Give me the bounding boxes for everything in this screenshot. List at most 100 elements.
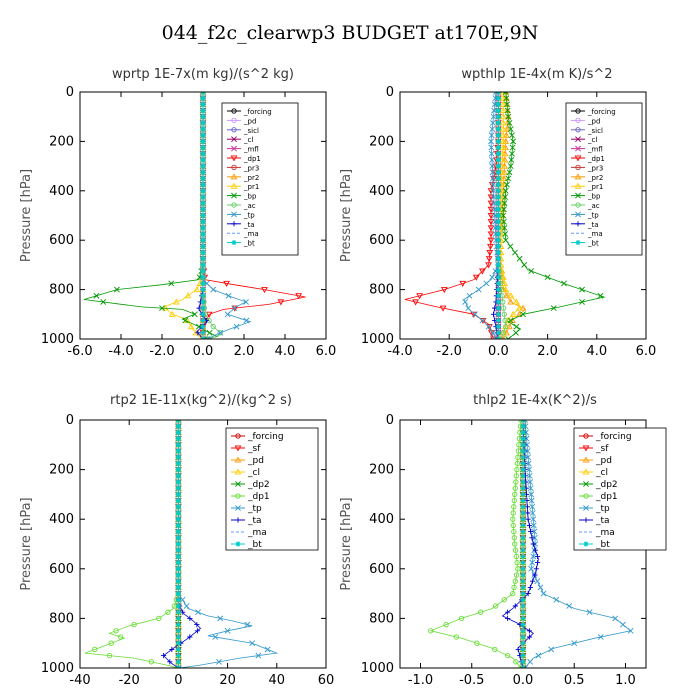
chart-panel-3: rtp2 1E-11x(kg^2)/(kg^2 s) Pressure [hPa]… — [19, 393, 334, 688]
series-point-bt — [200, 151, 206, 157]
series-point-tp — [612, 615, 619, 622]
series-point-dp1 — [108, 640, 114, 646]
series-point-bp — [512, 249, 518, 256]
series-point-bt — [200, 268, 206, 274]
series-point-bt — [175, 572, 181, 578]
series-point-bp — [507, 163, 514, 170]
series-point-tp — [465, 305, 472, 312]
series-point-bt — [520, 634, 526, 640]
series-point-ta — [535, 560, 541, 566]
legend-marker — [583, 517, 589, 523]
series-point-bt — [175, 429, 181, 435]
series-point-tp — [212, 634, 219, 640]
series-point-pr1 — [499, 100, 507, 107]
x-tick-label: 40 — [269, 673, 286, 688]
series-point-dp1 — [492, 646, 498, 653]
series-line-dp1 — [84, 420, 179, 668]
series-point-dp1 — [512, 578, 518, 584]
series-point-bt — [200, 206, 206, 212]
series-point-tp — [462, 299, 469, 305]
series-point-bt — [495, 101, 501, 107]
legend-marker — [234, 445, 242, 452]
legend-label: _tp — [595, 504, 610, 514]
series-point-bp — [528, 268, 535, 274]
series-point-bt — [520, 622, 526, 628]
series-point-tp — [488, 144, 495, 151]
series-point-bp — [502, 237, 509, 244]
y-axis-label: Pressure [hPa] — [19, 169, 34, 262]
series-point-bp — [507, 126, 514, 132]
series-point-bt — [175, 473, 181, 479]
series-point-bt — [495, 219, 501, 225]
legend-label: _cl — [595, 468, 608, 478]
panel-title: rtp2 1E-11x(kg^2)/(kg^2 s) — [110, 393, 292, 408]
series-point-bt — [495, 256, 501, 262]
y-tick-label: 0 — [66, 413, 74, 428]
series-point-dp1 — [439, 305, 447, 312]
series-point-bp — [113, 286, 120, 293]
series-point-dp1 — [459, 280, 467, 287]
plot-area — [428, 420, 634, 668]
legend-label: _tp — [243, 211, 255, 219]
legend-marker — [231, 240, 237, 246]
series-point-bt — [495, 225, 501, 231]
series-point-bt — [520, 615, 526, 621]
series-point-pr1 — [187, 323, 195, 330]
series-point-bt — [495, 305, 501, 311]
series-point-pr2 — [507, 298, 515, 305]
series-point-bp — [509, 144, 516, 151]
series-point-tp — [525, 460, 532, 467]
series-point-bp — [191, 311, 198, 318]
series-point-tp — [210, 286, 217, 293]
series-point-bp — [597, 292, 604, 299]
series-point-bt — [175, 423, 181, 429]
series-point-dp1 — [223, 280, 230, 287]
series-point-bt — [175, 442, 181, 448]
series-point-pr1 — [504, 316, 512, 324]
series-line-dp1 — [429, 420, 522, 668]
series-point-tp — [627, 627, 634, 634]
series-point-bt — [520, 566, 526, 572]
legend-marker — [575, 192, 581, 199]
x-tick-label: 6.0 — [636, 344, 657, 359]
series-point-pr1 — [184, 292, 192, 299]
series-point-ta — [527, 584, 533, 590]
series-point-tp — [243, 299, 249, 305]
series-point-tp — [537, 584, 544, 591]
legend: _forcing _sf _pd _cl _dp2 _dp1 _tp _ta _ma _bt — [573, 427, 667, 551]
series-point-bp — [509, 150, 515, 157]
series-point-ta — [167, 659, 173, 665]
series-point-bt — [175, 553, 181, 559]
series-point-dp1 — [514, 460, 521, 467]
series-point-dp1 — [277, 299, 285, 306]
series-point-tp — [527, 479, 534, 485]
series-point-tp — [529, 510, 536, 516]
series-point-bt — [520, 467, 526, 473]
series-point-ta — [533, 566, 539, 572]
series-point-dp1 — [487, 206, 495, 213]
series-point-bt — [175, 591, 181, 597]
series-point-bt — [200, 237, 206, 243]
series-point-dp1 — [512, 541, 518, 547]
legend-label: _forcing — [247, 432, 284, 442]
series-point-bt — [520, 529, 526, 535]
legend-label: _ma — [243, 230, 259, 238]
series-point-pr1 — [509, 310, 517, 317]
series-point-dp1 — [440, 287, 448, 294]
y-tick-label: 1000 — [41, 332, 74, 347]
legend-marker — [583, 433, 589, 439]
series-point-tp — [466, 292, 473, 299]
series-point-pr1 — [499, 125, 507, 132]
series-point-ta — [194, 628, 201, 634]
series-point-bp — [516, 255, 523, 262]
series-point-bt — [200, 169, 206, 175]
x-tick-label: 2.0 — [234, 344, 255, 359]
series-point-bt — [175, 609, 181, 615]
series-point-bt — [520, 584, 526, 590]
series-point-tp — [183, 603, 190, 609]
series-point-bt — [520, 423, 526, 429]
y-tick-label: 0 — [386, 85, 394, 100]
series-point-bp — [100, 299, 107, 305]
series-point-tp — [535, 652, 542, 659]
series-point-bt — [495, 132, 501, 138]
